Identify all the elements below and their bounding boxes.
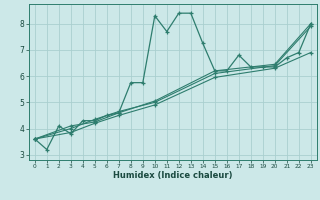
X-axis label: Humidex (Indice chaleur): Humidex (Indice chaleur): [113, 171, 233, 180]
